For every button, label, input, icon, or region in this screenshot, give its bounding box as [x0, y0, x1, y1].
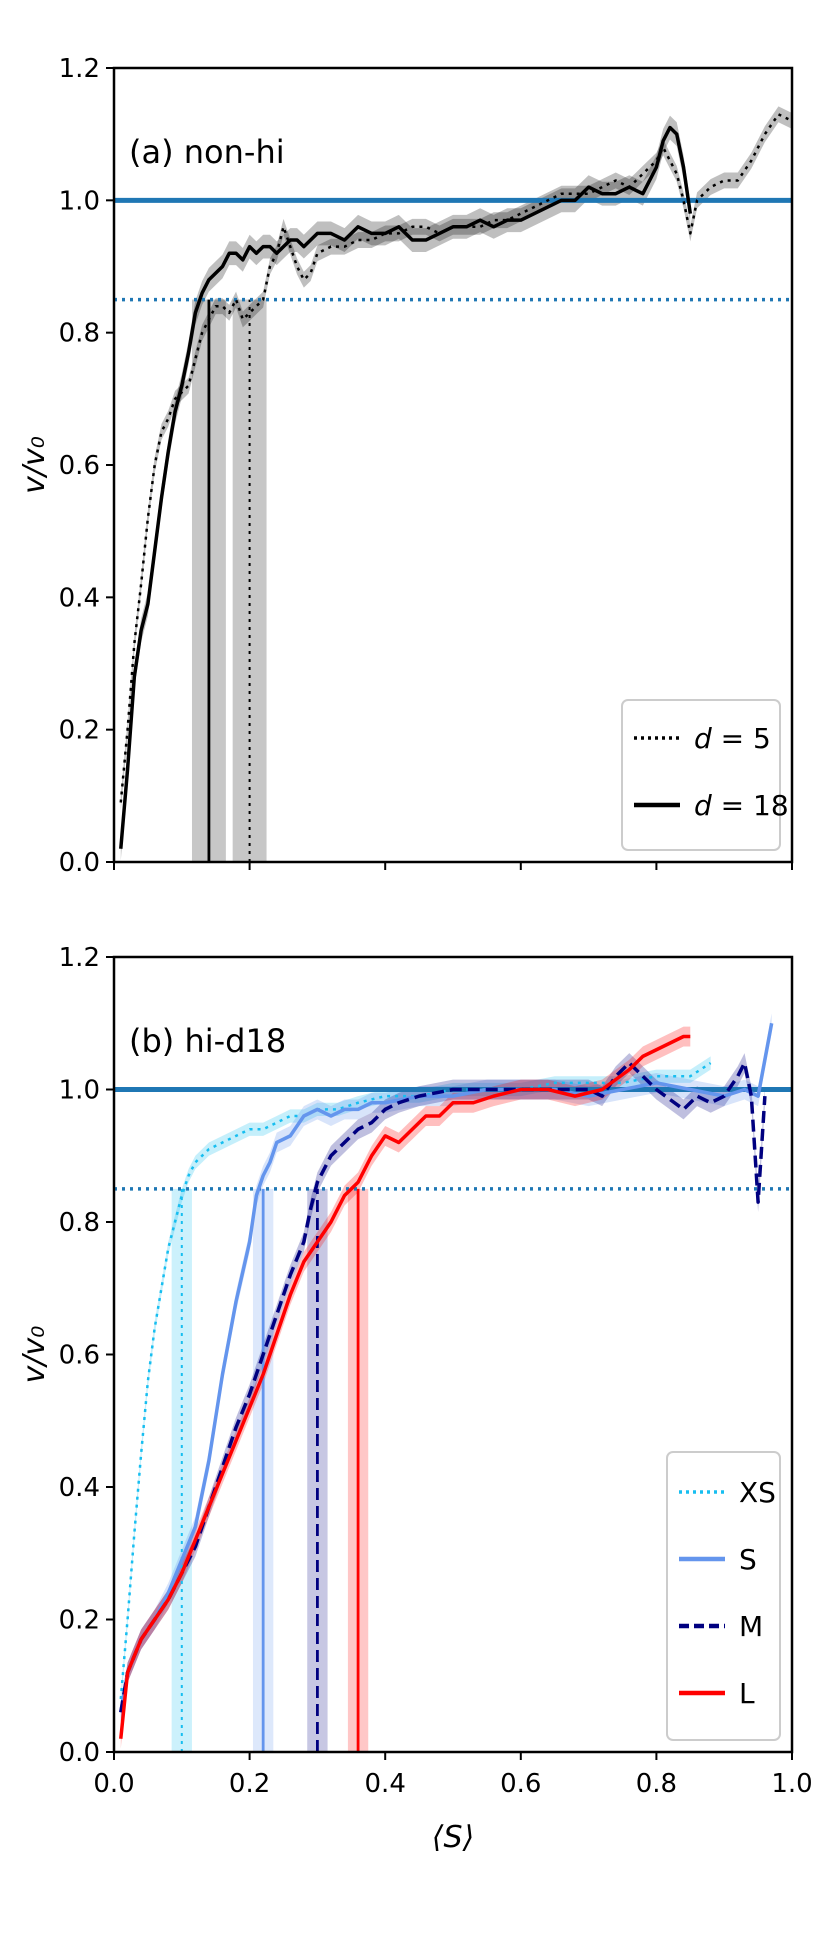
- legend-value-0: = 5: [712, 722, 771, 755]
- series-band-1: [120, 1013, 772, 1723]
- legend-label-3: L: [739, 1677, 755, 1710]
- x-tick-label-5: 1.0: [771, 1769, 812, 1799]
- x-axis-label: ⟨S⟩: [432, 1820, 474, 1855]
- y-tick-label-3: 0.6: [59, 1341, 100, 1371]
- panel-b: 0.0 0.2 0.4 0.6 0.8 1.0 1.2 0.0 0.2 0.4 0.6 0.8 1.0 v…: [17, 943, 813, 1855]
- legend-value-0: XS: [739, 1476, 776, 1509]
- y-tick-label-4: 0.8: [59, 319, 100, 349]
- x-tick-label-0: 0.0: [93, 1769, 134, 1799]
- legend-label-0: d = 5: [694, 722, 771, 755]
- x-tick-label-3: 0.6: [500, 1769, 541, 1799]
- legend-value-1: S: [739, 1543, 757, 1576]
- y-tick-label-1: 0.2: [59, 716, 100, 746]
- y-tick-label-6: 1.2: [59, 943, 100, 973]
- x-tick-label-1: 0.2: [229, 1769, 270, 1799]
- legend-var-1: d: [694, 789, 712, 822]
- y-tick-label-3: 0.6: [59, 451, 100, 481]
- legend: XS S M L: [666, 1451, 781, 1741]
- legend-label-1: S: [739, 1543, 757, 1576]
- legend-box: [621, 699, 781, 851]
- series-band-2: [120, 1053, 765, 1723]
- x-tick-label-4: 0.8: [636, 1769, 677, 1799]
- panel-label: (b) hi-d18: [129, 1022, 286, 1060]
- legend-value-3: L: [739, 1677, 755, 1710]
- panel-a: 0.0 0.2 0.4 0.6 0.8 1.0 1.2 v/v₀ (a) non-hi d = 5…: [17, 54, 794, 878]
- series-line-0: [119, 1061, 712, 1700]
- x-tick-label-2: 0.4: [365, 1769, 406, 1799]
- panel-label: (a) non-hi: [129, 133, 285, 171]
- series-band-0: [120, 106, 792, 811]
- series-band-0: [120, 1056, 711, 1706]
- series-line-0: [119, 113, 793, 803]
- y-tick-label-6: 1.2: [59, 54, 100, 84]
- legend-value-2: M: [739, 1610, 763, 1643]
- legend-value-1: = 18: [712, 789, 789, 822]
- legend-label-2: M: [739, 1610, 763, 1643]
- legend-var-0: d: [694, 722, 712, 755]
- y-tick-label-4: 0.8: [59, 1208, 100, 1238]
- y-tick-label-2: 0.4: [59, 583, 100, 613]
- y-tick-label-0: 0.0: [59, 1738, 100, 1768]
- legend-box: [666, 1451, 781, 1741]
- y-axis-label: v/v₀: [17, 1326, 52, 1384]
- legend-label-0: XS: [739, 1476, 776, 1509]
- series-line-3: [119, 1034, 691, 1739]
- y-tick-label-5: 1.0: [59, 186, 100, 216]
- y-tick-label-2: 0.4: [59, 1473, 100, 1503]
- series-line-1: [119, 125, 693, 849]
- y-tick-label-1: 0.2: [59, 1606, 100, 1636]
- y-axis-label: v/v₀: [17, 436, 52, 494]
- legend: d = 5d = 18: [621, 699, 789, 851]
- y-tick-label-5: 1.0: [59, 1076, 100, 1106]
- y-tick-label-0: 0.0: [59, 848, 100, 878]
- legend-label-1: d = 18: [694, 789, 789, 822]
- series-line-1: [119, 1022, 774, 1713]
